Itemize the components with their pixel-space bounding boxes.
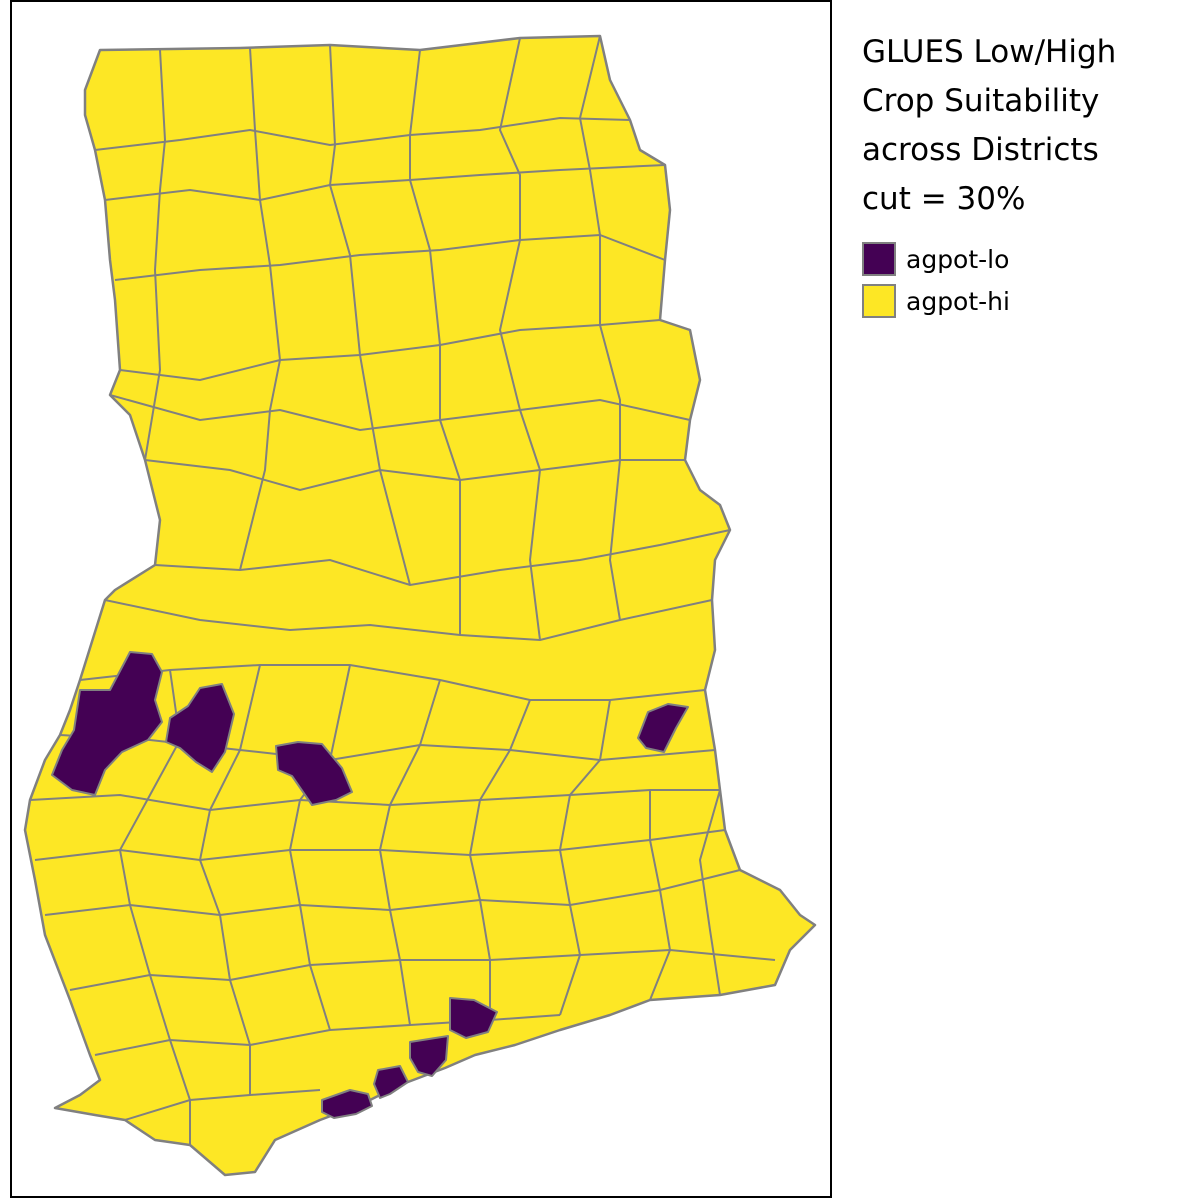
district-boundary: [649, 790, 672, 1001]
district-boundary: [498, 37, 542, 641]
district-agpot-lo: [449, 997, 498, 1039]
district-boundary: [114, 233, 666, 281]
legend-item-agpot-lo: agpot-lo: [862, 238, 1116, 280]
district-agpot-lo: [165, 683, 235, 773]
legend-title-line: across Districts: [862, 132, 1099, 168]
legend: GLUES Low/High Crop Suitability across D…: [862, 28, 1116, 322]
district-boundary: [144, 49, 167, 461]
district-boundary: [124, 1089, 321, 1121]
legend-title-line: cut = 30%: [862, 181, 1026, 217]
district-boundary: [119, 319, 661, 382]
district-boundary: [118, 669, 191, 1145]
district-boundary: [109, 394, 691, 432]
district-boundary: [558, 699, 611, 1016]
district-boundary: [698, 789, 721, 996]
legend-label-agpot-hi: agpot-hi: [906, 286, 1010, 316]
legend-label-agpot-lo: agpot-lo: [906, 244, 1010, 274]
legend-title: GLUES Low/High Crop Suitability across D…: [862, 28, 1116, 224]
district-agpot-lo: [373, 1065, 409, 1099]
district-agpot-lo: [637, 703, 689, 753]
legend-title-line: GLUES Low/High: [862, 34, 1117, 70]
legend-title-line: Crop Suitability: [862, 83, 1100, 119]
district-boundary: [59, 734, 716, 762]
legend-swatch-agpot-lo: [862, 242, 896, 276]
legend-item-agpot-hi: agpot-hi: [862, 280, 1116, 322]
district-boundary: [104, 164, 666, 202]
district-boundary: [104, 599, 713, 642]
district-boundary: [198, 664, 261, 1095]
district-boundary: [378, 679, 441, 1026]
low-suitability-districts: [51, 651, 689, 1119]
district-boundary: [468, 699, 531, 1020]
district-boundary: [94, 116, 631, 151]
district-boundary: [409, 49, 461, 635]
district-agpot-lo: [321, 1089, 373, 1119]
district-boundary: [328, 44, 411, 586]
district-boundaries: [29, 35, 776, 1145]
district-boundary: [144, 459, 685, 492]
district-boundary: [578, 35, 621, 621]
district-boundary: [239, 47, 282, 571]
district-boundary: [79, 664, 706, 701]
district-boundary: [154, 529, 731, 587]
district-agpot-lo: [275, 741, 353, 806]
country-shape: [23, 34, 817, 1177]
legend-items: agpot-lo agpot-hi: [862, 238, 1116, 322]
ghana-outline: [23, 34, 817, 1177]
district-agpot-lo: [51, 651, 163, 796]
district-agpot-lo: [409, 1035, 449, 1077]
legend-swatch-agpot-hi: [862, 284, 896, 318]
